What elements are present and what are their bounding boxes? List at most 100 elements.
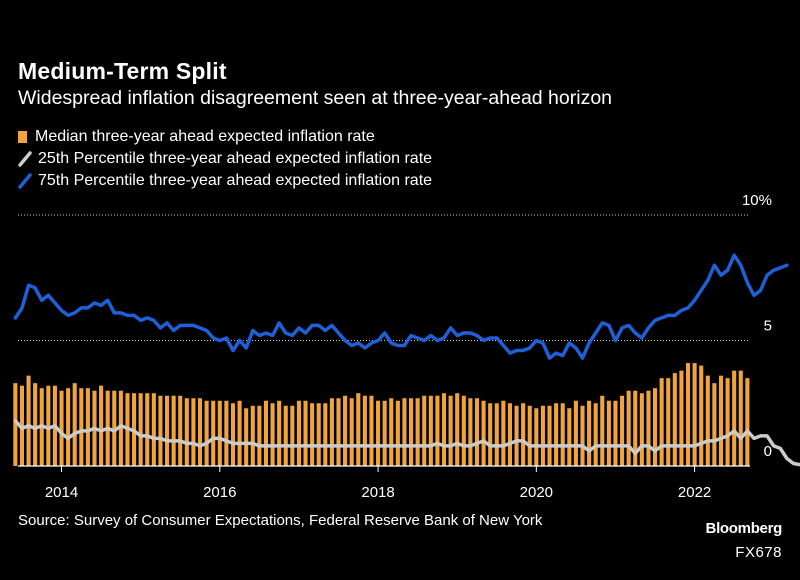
axes: 0 5 10% 2014 2016 2018 2020 2022 — [18, 192, 772, 501]
median-bar — [652, 388, 658, 466]
median-bar — [408, 398, 414, 466]
legend-item-median: Median three-year ahead expected inflati… — [18, 126, 432, 148]
median-bar — [329, 398, 334, 466]
median-bar — [514, 405, 519, 466]
median-bar — [362, 395, 367, 466]
median-bar — [534, 408, 539, 466]
median-bar — [316, 403, 321, 466]
median-bar — [699, 365, 704, 466]
median-bar — [164, 395, 170, 466]
median-bar — [461, 395, 466, 466]
median-bar — [593, 403, 598, 466]
median-bar — [263, 400, 269, 466]
median-bar — [389, 398, 394, 466]
median-bar — [494, 403, 499, 466]
median-bar — [540, 405, 545, 466]
median-bar — [547, 405, 552, 466]
median-bar — [428, 395, 433, 466]
median-bar — [382, 400, 387, 466]
median-bar — [79, 388, 84, 466]
median-bar — [567, 408, 572, 466]
median-bar — [666, 378, 671, 466]
median-bar — [46, 385, 51, 466]
median-bar — [554, 403, 559, 466]
chart-code: FX678 — [735, 544, 782, 561]
median-bar — [323, 403, 328, 466]
median-bar — [415, 398, 420, 466]
median-bar — [633, 390, 638, 466]
median-bar — [560, 403, 565, 466]
median-bar — [646, 390, 651, 466]
y-tick-label: 10% — [742, 192, 772, 209]
median-bar — [712, 383, 717, 466]
median-bar — [13, 383, 18, 466]
legend-label-median: Median three-year ahead expected inflati… — [35, 128, 375, 145]
median-bar — [376, 400, 381, 466]
median-bar — [422, 395, 427, 466]
median-bar — [33, 383, 38, 466]
median-bar — [606, 400, 611, 466]
median-bar — [679, 370, 684, 466]
gridlines — [18, 214, 750, 341]
x-tick-label: 2020 — [520, 484, 553, 501]
median-bar — [468, 398, 473, 466]
median-bar — [224, 400, 229, 466]
x-tick-label: 2016 — [203, 484, 236, 501]
median-bar — [197, 398, 203, 466]
median-bar — [356, 393, 361, 466]
median-bar — [184, 398, 189, 466]
median-bar — [474, 398, 480, 466]
x-tick-label: 2022 — [678, 484, 711, 501]
median-bar — [580, 405, 585, 466]
legend-label-75th: 75th Percentile three-year ahead expecte… — [38, 172, 433, 189]
median-bar — [501, 400, 506, 466]
percentile-lines — [13, 253, 800, 467]
median-bar — [527, 405, 532, 466]
median-bar — [402, 398, 407, 466]
median-bar — [237, 400, 242, 466]
source-note: Source: Survey of Consumer Expectations,… — [18, 512, 543, 529]
percentile-25-line — [13, 419, 800, 467]
median-bar — [521, 403, 526, 466]
median-bar — [455, 393, 460, 466]
median-bar — [435, 395, 440, 466]
median-bar — [488, 403, 493, 466]
median-bar — [725, 378, 730, 466]
median-bar — [573, 400, 578, 466]
median-bar — [745, 378, 750, 466]
median-bar — [99, 385, 104, 466]
median-bar — [211, 400, 216, 466]
median-bar — [296, 400, 301, 466]
chart-subtitle: Widespread inflation disagreement seen a… — [18, 87, 613, 109]
median-bar — [217, 400, 222, 466]
legend-bar-swatch-icon — [18, 131, 27, 143]
median-bar — [369, 395, 374, 466]
median-bar — [171, 395, 176, 466]
median-bar — [310, 403, 315, 466]
median-bar — [204, 400, 209, 466]
median-bar — [481, 400, 486, 466]
median-bar — [336, 398, 341, 466]
percentile-75-line — [13, 253, 789, 360]
median-bar — [692, 363, 697, 466]
median-bar — [613, 400, 618, 466]
median-bar — [145, 393, 150, 466]
legend-line-swatch-icon — [18, 151, 32, 167]
median-bar — [230, 403, 236, 466]
median-bar — [349, 398, 354, 466]
median-bar — [441, 393, 447, 466]
median-bar — [732, 370, 737, 466]
median-bar — [158, 395, 163, 466]
median-bar — [118, 390, 123, 466]
median-bar — [639, 393, 644, 466]
median-bar — [178, 395, 183, 466]
median-bar — [659, 378, 664, 466]
median-bar — [303, 400, 308, 466]
median-bar — [290, 405, 295, 466]
median-bar — [138, 393, 143, 466]
legend-label-25th: 25th Percentile three-year ahead expecte… — [38, 150, 433, 167]
median-bar — [151, 393, 156, 466]
median-bar — [244, 408, 249, 466]
median-bar — [343, 395, 348, 466]
y-tick-label: 0 — [764, 443, 772, 460]
